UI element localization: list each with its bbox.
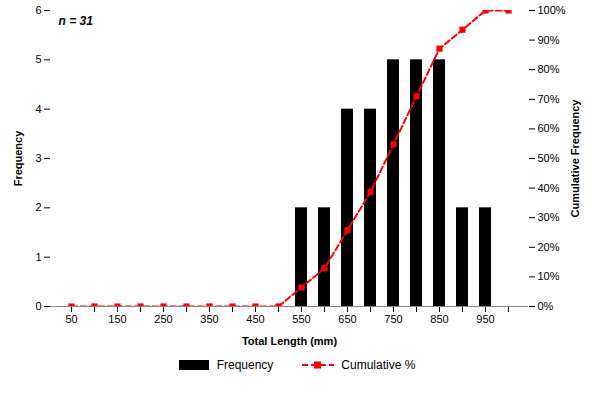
svg-text:40%: 40% xyxy=(538,182,560,194)
svg-text:0: 0 xyxy=(35,300,41,312)
svg-text:650: 650 xyxy=(338,313,356,325)
svg-text:50%: 50% xyxy=(538,152,560,164)
svg-text:30%: 30% xyxy=(538,211,560,223)
svg-text:50: 50 xyxy=(65,313,77,325)
svg-text:20%: 20% xyxy=(538,241,560,253)
svg-text:4: 4 xyxy=(35,103,41,115)
svg-text:Frequency: Frequency xyxy=(12,130,24,187)
svg-text:Cumulative Frequency: Cumulative Frequency xyxy=(569,99,581,218)
svg-text:100%: 100% xyxy=(538,4,566,16)
svg-text:6: 6 xyxy=(35,4,41,16)
svg-text:950: 950 xyxy=(476,313,494,325)
svg-text:1: 1 xyxy=(35,251,41,263)
html-text:Frequency: Frequency xyxy=(216,358,274,372)
svg-text:10%: 10% xyxy=(538,270,560,282)
svg-text:2: 2 xyxy=(35,201,41,213)
svg-text:5: 5 xyxy=(35,53,41,65)
svg-text:0%: 0% xyxy=(538,300,554,312)
svg-text:60%: 60% xyxy=(538,122,560,134)
html-text:Cumulative %: Cumulative % xyxy=(341,358,416,372)
svg-text:90%: 90% xyxy=(538,34,560,46)
svg-text:550: 550 xyxy=(292,313,310,325)
svg-text:750: 750 xyxy=(384,313,402,325)
svg-text:n = 31: n = 31 xyxy=(59,14,94,28)
svg-text:Total Length (mm): Total Length (mm) xyxy=(242,335,337,347)
svg-text:150: 150 xyxy=(108,313,126,325)
svg-text:3: 3 xyxy=(35,152,41,164)
svg-text:80%: 80% xyxy=(538,63,560,75)
svg-text:850: 850 xyxy=(430,313,448,325)
svg-text:350: 350 xyxy=(200,313,218,325)
svg-text:250: 250 xyxy=(154,313,172,325)
svg-text:450: 450 xyxy=(246,313,264,325)
svg-text:70%: 70% xyxy=(538,93,560,105)
